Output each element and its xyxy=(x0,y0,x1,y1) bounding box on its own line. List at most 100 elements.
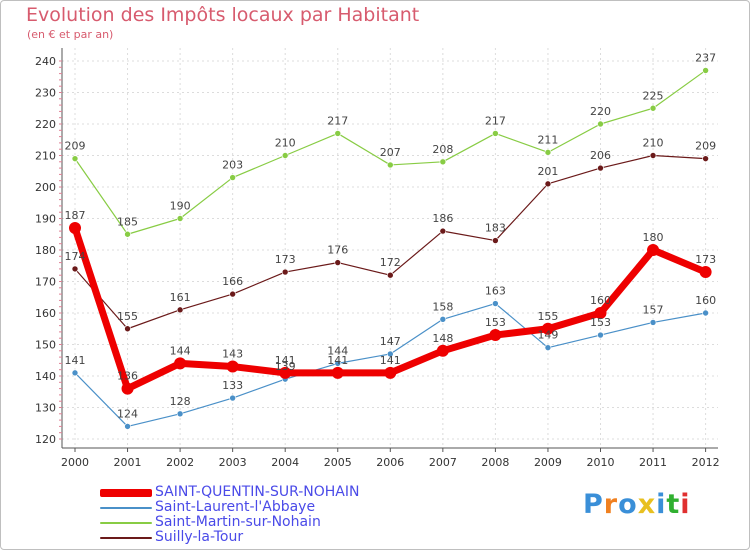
data-label-s0-5: 141 xyxy=(327,354,348,367)
data-point-s1-3[interactable] xyxy=(229,394,236,402)
data-point-s2-4[interactable] xyxy=(281,152,289,159)
data-label-s3-3: 166 xyxy=(222,275,243,288)
data-point-s0-11[interactable] xyxy=(647,244,660,256)
data-point-s1-1[interactable] xyxy=(124,423,131,430)
data-point-s3-10[interactable] xyxy=(597,164,604,172)
data-point-s0-7[interactable] xyxy=(436,344,449,357)
data-label-s3-7: 186 xyxy=(432,212,453,225)
data-point-s3-3[interactable] xyxy=(229,290,236,298)
data-point-s2-7[interactable] xyxy=(439,158,447,166)
data-point-s1-8[interactable] xyxy=(492,300,499,307)
data-point-s3-11[interactable] xyxy=(649,152,657,159)
data-point-s1-10[interactable] xyxy=(597,331,604,339)
data-label-s2-5: 217 xyxy=(327,114,348,127)
data-label-s0-11: 180 xyxy=(643,231,664,244)
data-label-s3-2: 161 xyxy=(170,291,191,304)
logo-letter: i xyxy=(656,489,667,520)
data-point-s1-12[interactable] xyxy=(702,309,709,317)
data-point-s0-0[interactable] xyxy=(69,221,81,234)
data-point-s0-12[interactable] xyxy=(699,266,712,279)
data-label-s2-11: 225 xyxy=(643,89,664,102)
data-label-s0-9: 155 xyxy=(537,310,558,323)
data-point-s1-11[interactable] xyxy=(649,319,657,326)
data-label-s3-1: 155 xyxy=(117,310,138,323)
data-label-s3-4: 173 xyxy=(275,253,296,266)
data-point-s0-3[interactable] xyxy=(226,360,239,373)
y-tick-label-200: 200 xyxy=(35,181,56,194)
data-label-s1-11: 157 xyxy=(643,303,664,316)
data-label-s3-8: 183 xyxy=(485,222,506,235)
data-point-s0-6[interactable] xyxy=(384,366,397,379)
chart-subtitle: (en € et par an) xyxy=(27,28,114,41)
data-label-s1-0: 141 xyxy=(65,354,86,367)
data-point-s2-2[interactable] xyxy=(176,215,184,222)
data-point-s0-8[interactable] xyxy=(489,329,502,342)
y-tick-label-150: 150 xyxy=(35,339,56,352)
x-tick-label-2009: 2009 xyxy=(534,456,562,469)
data-point-s3-12[interactable] xyxy=(702,155,709,162)
data-point-s2-12[interactable] xyxy=(702,67,709,74)
data-label-s2-4: 210 xyxy=(275,137,296,150)
logo-letter: i xyxy=(680,489,691,520)
data-point-s3-2[interactable] xyxy=(176,306,184,314)
x-tick-label-2007: 2007 xyxy=(429,456,457,469)
data-point-s3-6[interactable] xyxy=(386,271,394,279)
data-point-s3-4[interactable] xyxy=(281,268,289,276)
y-tick-label-190: 190 xyxy=(35,213,56,226)
legend-swatch-1 xyxy=(100,507,152,509)
x-tick-label-2005: 2005 xyxy=(324,456,352,469)
data-label-s0-7: 148 xyxy=(432,332,453,345)
data-label-s2-10: 220 xyxy=(590,105,611,118)
x-tick-label-2001: 2001 xyxy=(114,456,142,469)
data-point-s0-9[interactable] xyxy=(541,322,554,335)
data-point-s2-10[interactable] xyxy=(597,120,604,128)
y-tick-label-230: 230 xyxy=(35,87,56,100)
data-point-s3-5[interactable] xyxy=(334,259,342,266)
data-point-s0-4[interactable] xyxy=(279,366,292,379)
proxiti-logo: Proxiti xyxy=(583,489,691,520)
data-label-s0-10: 160 xyxy=(590,294,611,307)
logo-letter: P xyxy=(583,489,604,520)
legend-swatch-3 xyxy=(100,537,152,539)
data-label-s3-5: 176 xyxy=(327,244,348,257)
logo-letter: o xyxy=(618,489,638,520)
data-label-s1-5: 144 xyxy=(327,344,348,357)
data-point-s1-0[interactable] xyxy=(71,369,79,377)
data-point-s3-7[interactable] xyxy=(439,227,447,235)
data-point-s1-5[interactable] xyxy=(334,360,342,367)
data-point-s1-9[interactable] xyxy=(544,344,552,351)
y-tick-label-180: 180 xyxy=(35,244,56,257)
legend-label-0: SAINT-QUENTIN-SUR-NOHAIN xyxy=(155,484,360,500)
data-label-s1-6: 147 xyxy=(380,335,401,348)
x-tick-label-2008: 2008 xyxy=(481,456,509,469)
data-point-s2-8[interactable] xyxy=(492,130,499,137)
data-point-s0-1[interactable] xyxy=(121,382,134,395)
data-point-s3-9[interactable] xyxy=(544,180,552,188)
data-label-s1-1: 124 xyxy=(117,407,138,420)
data-label-s1-9: 149 xyxy=(537,329,558,342)
data-point-s2-3[interactable] xyxy=(229,174,236,181)
data-point-s0-5[interactable] xyxy=(331,366,344,379)
x-tick-label-2003: 2003 xyxy=(219,456,247,469)
data-point-s0-10[interactable] xyxy=(594,307,607,319)
data-point-s1-7[interactable] xyxy=(439,315,447,323)
data-label-s3-6: 172 xyxy=(380,256,401,269)
data-label-s2-1: 185 xyxy=(117,215,138,228)
data-point-s2-11[interactable] xyxy=(649,104,657,112)
data-point-s3-1[interactable] xyxy=(124,325,131,333)
legend-swatch-2 xyxy=(100,522,152,524)
data-point-s2-5[interactable] xyxy=(334,130,342,137)
data-point-s3-0[interactable] xyxy=(71,265,79,273)
data-point-s2-0[interactable] xyxy=(71,155,79,162)
data-point-s1-6[interactable] xyxy=(386,350,394,358)
data-label-s2-8: 217 xyxy=(485,114,506,127)
data-label-s2-7: 208 xyxy=(432,143,453,156)
data-point-s0-2[interactable] xyxy=(174,357,187,370)
y-tick-label-170: 170 xyxy=(35,276,56,289)
data-point-s2-1[interactable] xyxy=(124,230,131,238)
data-point-s3-8[interactable] xyxy=(492,237,499,244)
data-point-s2-6[interactable] xyxy=(386,161,394,169)
data-point-s1-2[interactable] xyxy=(176,410,184,418)
data-point-s2-9[interactable] xyxy=(544,149,552,156)
